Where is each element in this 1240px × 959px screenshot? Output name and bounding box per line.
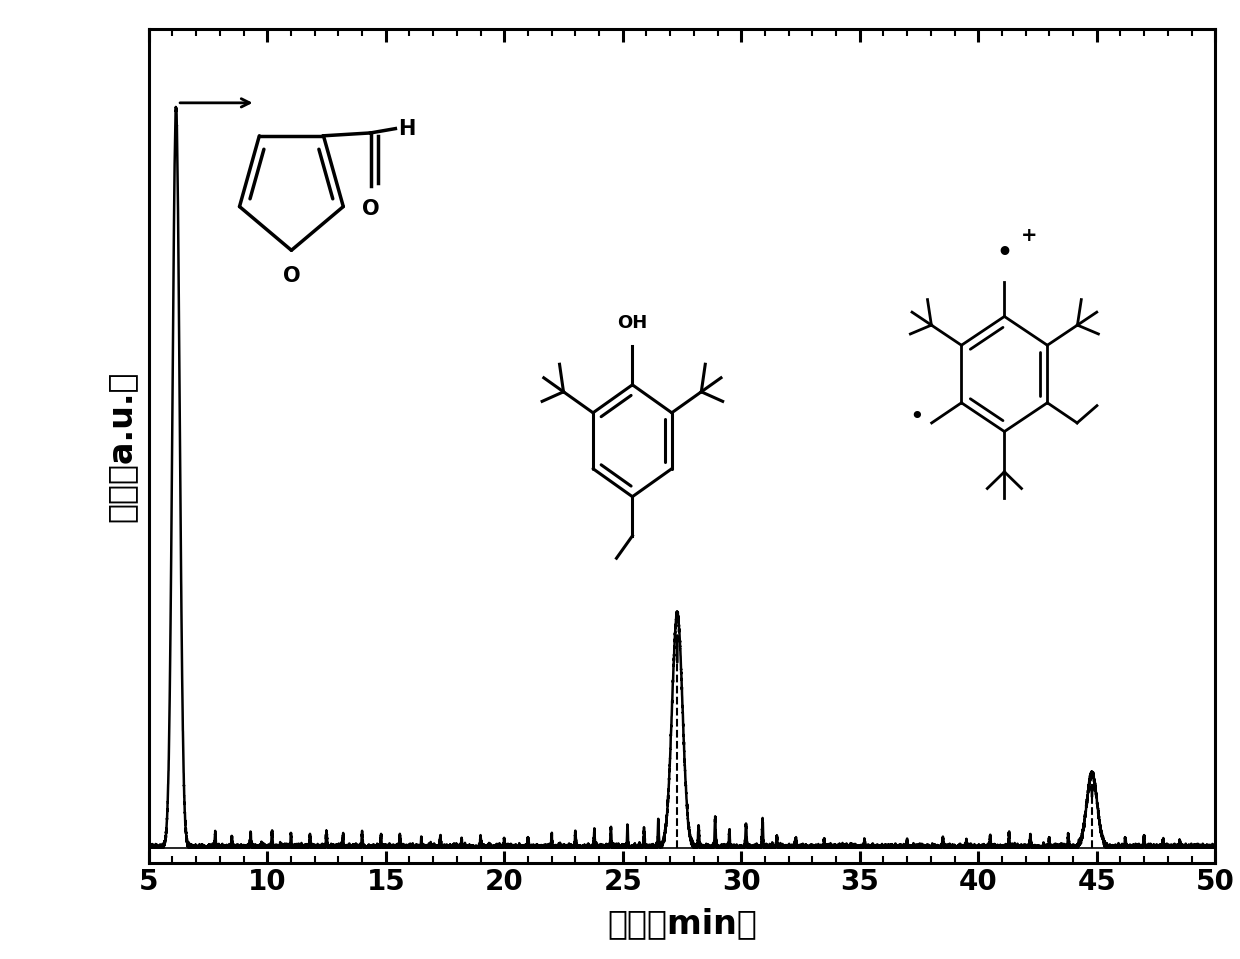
X-axis label: 时间（min）: 时间（min） bbox=[608, 907, 756, 940]
Text: O: O bbox=[362, 199, 379, 219]
Text: •: • bbox=[909, 405, 924, 430]
Text: O: O bbox=[283, 266, 300, 286]
Y-axis label: 强度（a.u.）: 强度（a.u.） bbox=[104, 370, 138, 522]
Text: •: • bbox=[997, 241, 1012, 265]
Text: +: + bbox=[1021, 225, 1038, 245]
Text: H: H bbox=[398, 119, 415, 139]
Text: OH: OH bbox=[618, 314, 647, 332]
